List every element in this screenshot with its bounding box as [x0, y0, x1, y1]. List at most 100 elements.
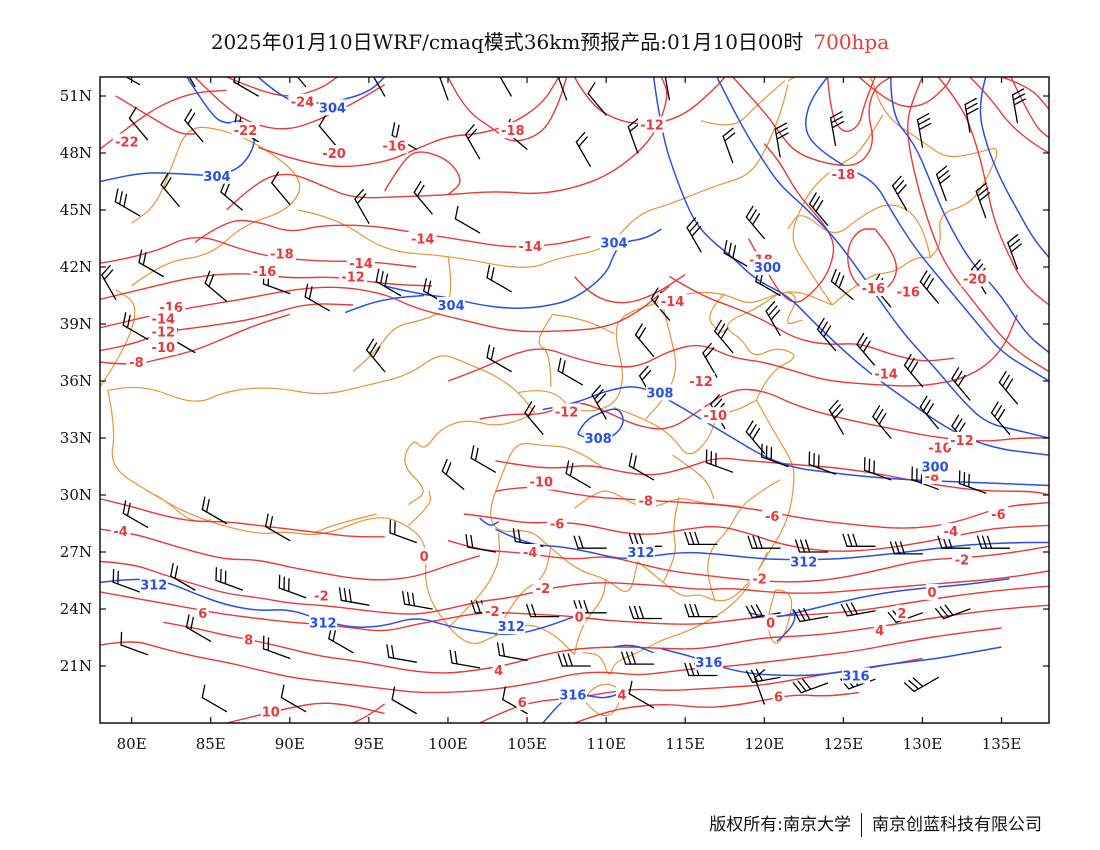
- temperature-contour-label: -12: [152, 326, 176, 341]
- boundary-line: [787, 77, 998, 258]
- height-contour-label: 304: [600, 236, 627, 251]
- label-halo: [926, 583, 938, 600]
- temperature-isoline: [100, 627, 1002, 694]
- label-halo: [573, 608, 586, 625]
- temperature-isoline: [907, 77, 1049, 373]
- wind-barb: [587, 82, 607, 116]
- wind-barb: [722, 127, 736, 164]
- label-halo: [894, 283, 923, 300]
- wind-barb: [935, 165, 951, 202]
- label-halo: [872, 365, 901, 382]
- wind-barb: [372, 77, 386, 97]
- label-halo: [753, 259, 782, 275]
- label-halo: [260, 703, 281, 720]
- wind-barb: [441, 458, 465, 490]
- label-halo: [482, 602, 503, 619]
- wind-barb: [714, 319, 734, 354]
- label-halo: [658, 293, 687, 310]
- lon-label: 105E: [507, 735, 547, 753]
- boundary-line: [582, 399, 795, 675]
- boundary-line: [552, 313, 615, 335]
- height-isoline: [661, 646, 1002, 677]
- label-halo: [242, 631, 255, 648]
- temperature-contour-label: -16: [862, 282, 886, 297]
- lon-label: 95E: [354, 735, 384, 753]
- longitude-axis: 80E 85E 90E 95E 100E 105E 110E 115E 120E 125E 130E…: [117, 77, 1021, 753]
- wind-barb: [201, 684, 228, 713]
- label-halo: [149, 310, 178, 327]
- height-contour-label: 304: [203, 170, 230, 185]
- wind-barb: [794, 539, 829, 553]
- label-halo: [380, 137, 409, 154]
- temperature-isoline: [352, 703, 386, 723]
- wind-barb: [464, 124, 481, 160]
- temperature-contour-label: -2: [955, 554, 969, 569]
- height-contour-label: 316: [695, 656, 722, 671]
- label-halo: [895, 604, 908, 621]
- lat-label: 21N: [60, 657, 92, 675]
- height-isoline: [344, 294, 425, 314]
- lon-label: 115E: [665, 735, 705, 753]
- temperature-isoline: [100, 528, 480, 581]
- map-frame: [99, 76, 1050, 724]
- temperature-isoline: [257, 77, 560, 168]
- temperature-contour-label: -2: [752, 573, 766, 588]
- wind-barb: [366, 338, 386, 373]
- label-halo: [616, 686, 628, 703]
- height-isoline: [495, 528, 1049, 561]
- temperature-contour-label: -14: [874, 367, 898, 382]
- height-contour-label: 304: [319, 101, 346, 116]
- temperature-isoline: [194, 219, 591, 248]
- temperature-contour-label: -20: [963, 272, 987, 287]
- temperature-contour-label: -18: [270, 248, 294, 263]
- temperature-contour-label: -6: [991, 508, 1005, 523]
- wind-barb: [919, 270, 939, 304]
- height-contour-label: 312: [790, 556, 817, 571]
- lon-label: 80E: [117, 735, 147, 753]
- temperature-isoline: [747, 143, 835, 303]
- temperature-contour-label: -16: [253, 265, 277, 280]
- label-halo: [149, 323, 178, 340]
- temperature-contour-label: -22: [234, 124, 258, 139]
- temperature-contour-label: 4: [875, 624, 884, 639]
- height-contour-label: 312: [309, 616, 336, 631]
- wind-barb: [686, 217, 702, 253]
- temperature-contour-label: -6: [550, 518, 564, 533]
- label-halo: [196, 604, 209, 621]
- temperature-contour-label: -14: [518, 240, 542, 255]
- label-halo: [492, 661, 505, 678]
- wind-barb: [808, 451, 837, 475]
- title-level: 700hpa: [813, 30, 890, 54]
- height-contour-label: 312: [627, 546, 654, 561]
- temperature-contour-label: -24: [291, 96, 315, 111]
- label-halo: [250, 262, 279, 279]
- temperature-contour-label: -10: [928, 442, 952, 457]
- wind-barb: [808, 192, 829, 226]
- wind-barb: [628, 680, 655, 709]
- wind-barb: [296, 77, 307, 88]
- wind-barb: [470, 445, 497, 473]
- wind-barb: [958, 470, 987, 494]
- boundary-line: [131, 126, 301, 287]
- temperature-contour-label: -20: [322, 147, 346, 162]
- wind-barb: [262, 635, 291, 660]
- temperature-isoline: [100, 585, 1049, 632]
- wind-barb: [122, 500, 149, 528]
- temperature-contour-label: -12: [640, 119, 664, 134]
- temperature-contour-label: 4: [494, 664, 503, 679]
- wind-barb: [122, 312, 149, 340]
- wind-barb: [935, 604, 971, 620]
- label-halo: [772, 688, 785, 705]
- boundary-line: [672, 454, 715, 499]
- wind-barb: [386, 644, 417, 663]
- height-contour-label: 300: [922, 461, 949, 476]
- label-halo: [516, 694, 529, 711]
- wind-barb: [185, 614, 212, 642]
- wind-barb: [526, 603, 560, 618]
- height-contour-label: 316: [559, 689, 586, 704]
- lon-label: 130E: [903, 735, 943, 753]
- temperature-contour-label: 4: [617, 689, 626, 704]
- temperature-contour-label: 8: [244, 633, 253, 648]
- copyright-footer: 版权所有:南京大学 南京创蓝科技有限公司: [709, 810, 1042, 837]
- label-halo: [532, 580, 553, 597]
